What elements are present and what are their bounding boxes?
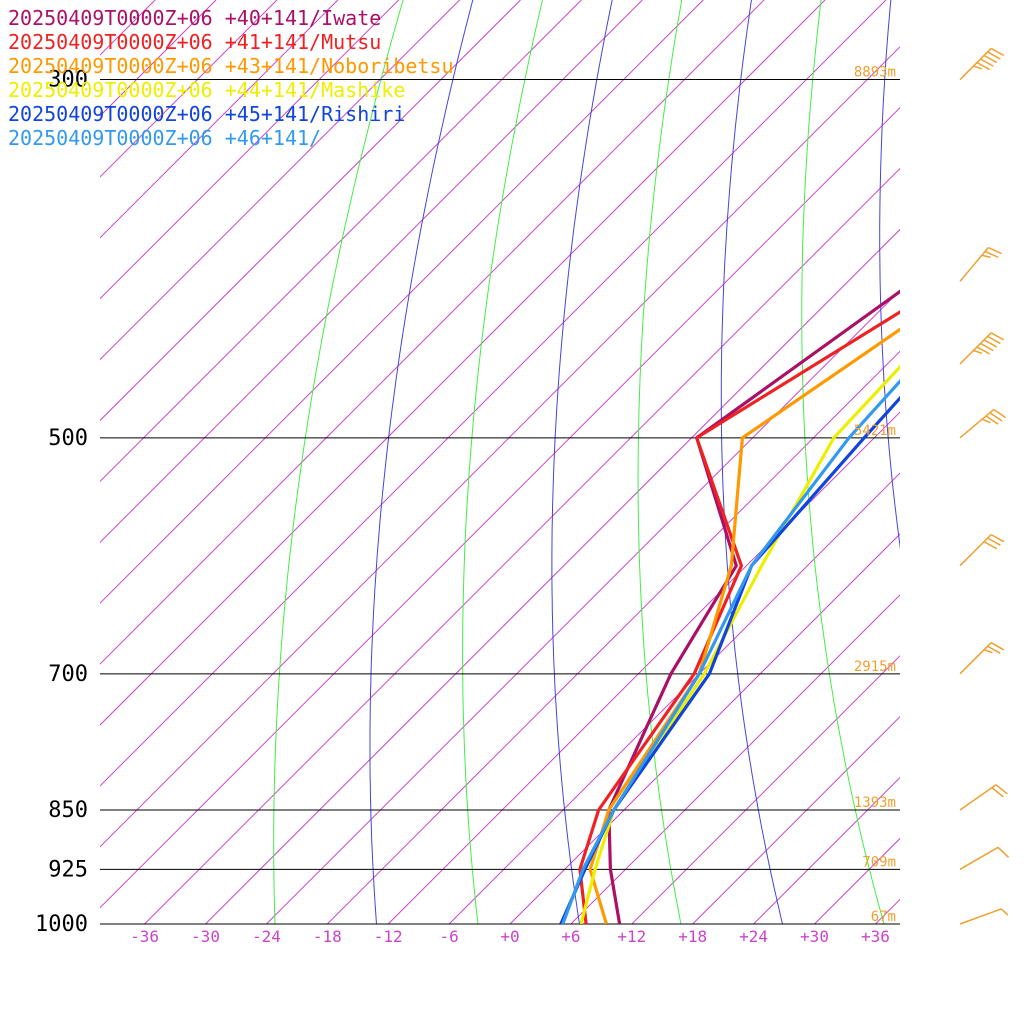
isotherm <box>326 350 900 924</box>
pressure-label: 500 <box>48 426 88 451</box>
pressure-label: 925 <box>48 857 88 882</box>
temp-tick-label: +0 <box>500 927 519 946</box>
legend-entry-mutsu: 20250409T0000Z+06 +41+141/Mutsu <box>8 30 382 54</box>
isotherm <box>100 0 582 483</box>
pressure-label: 1000 <box>35 912 88 937</box>
isotherm <box>100 0 460 361</box>
legend-entry-iwate: 20250409T0000Z+06 +40+141/Iwate <box>8 6 382 30</box>
profile-46-141 <box>561 378 900 924</box>
isotherm <box>509 533 900 924</box>
dry-adiabat <box>801 0 885 924</box>
wind-barb <box>959 908 1009 925</box>
temp-tick-label: +12 <box>617 927 646 946</box>
pressure-label: 850 <box>48 798 88 823</box>
profile-iwate <box>607 289 900 924</box>
temp-tick-label: -36 <box>130 927 159 946</box>
wind-barb <box>959 784 1008 811</box>
wind-barb <box>959 246 1002 282</box>
temp-tick-label: -6 <box>439 927 458 946</box>
wind-barb <box>959 408 1007 439</box>
dry-adiabat <box>462 0 544 924</box>
wind-barb <box>959 47 1005 81</box>
profile-noboribetsu <box>588 327 900 924</box>
temp-tick-label: +6 <box>561 927 580 946</box>
isotherm <box>387 411 900 924</box>
wind-barb <box>959 533 1005 567</box>
height-label: 5421m <box>854 423 896 439</box>
isotherm <box>100 0 826 726</box>
isotherm <box>448 472 900 924</box>
wind-barb <box>959 332 1005 365</box>
isotherm <box>144 167 900 924</box>
height-label: 2915m <box>854 659 896 675</box>
isotherm <box>100 0 704 604</box>
legend-entry-noboribetsu: 20250409T0000Z+06 +43+141/Noboribetsu <box>8 54 454 78</box>
dry-adiabat <box>637 0 683 924</box>
profile-rishiri <box>559 395 900 924</box>
wind-barb <box>959 846 1010 870</box>
legend: 20250409T0000Z+06 +40+141/Iwate 20250409… <box>8 6 454 150</box>
height-label: 67m <box>871 909 896 925</box>
isotherm <box>100 0 278 178</box>
temp-tick-label: +24 <box>739 927 768 946</box>
isotherm <box>631 655 900 924</box>
temp-tick-label: +18 <box>678 927 707 946</box>
pressure-label: 300 <box>48 68 88 93</box>
isotherm <box>100 0 339 239</box>
dry-adiabat <box>273 0 404 924</box>
isotherm <box>100 106 900 909</box>
isotherm <box>692 715 900 924</box>
axis-labels: 100150200250300500700850925100015870m132… <box>35 65 896 946</box>
dry-adiabat <box>955 0 1024 958</box>
isotherm <box>205 228 900 924</box>
isotherm <box>753 776 900 924</box>
dry-adiabat <box>369 0 474 924</box>
isotherm <box>266 289 900 924</box>
profile-mutsu <box>578 310 900 924</box>
wind-barbs <box>959 47 1010 925</box>
isotherm <box>100 46 900 848</box>
isobar-lines <box>100 79 900 925</box>
pressure-label: 700 <box>48 662 88 687</box>
isotherm <box>100 0 643 544</box>
temp-tick-label: -30 <box>191 927 220 946</box>
height-label: 8893m <box>854 65 896 81</box>
isotherm <box>100 0 521 422</box>
profile-mashike <box>579 364 900 924</box>
height-label: 1393m <box>854 795 896 811</box>
legend-entry-46-141: 20250409T0000Z+06 +46+141/ <box>8 126 322 150</box>
temp-tick-label: +30 <box>800 927 829 946</box>
temperature-profiles <box>559 289 900 924</box>
temp-tick-label: -12 <box>374 927 403 946</box>
isotherm <box>814 837 900 924</box>
temp-tick-label: +36 <box>861 927 890 946</box>
dry-adiabat <box>879 0 900 550</box>
height-label: 709m <box>862 854 896 870</box>
isotherm <box>875 898 900 924</box>
temp-tick-label: -18 <box>313 927 342 946</box>
isotherm <box>100 0 400 300</box>
temp-tick-label: -24 <box>252 927 281 946</box>
wind-barb <box>959 642 1005 675</box>
dry-adiabat-lines <box>273 0 1024 958</box>
dry-adiabat <box>720 0 784 924</box>
legend-entry-mashike: 20250409T0000Z+06 +44+141/Mashike <box>8 78 406 102</box>
legend-entry-rishiri: 20250409T0000Z+06 +45+141/Rishiri <box>8 102 406 126</box>
dry-adiabat <box>551 0 613 924</box>
isotherm <box>100 0 887 787</box>
isotherm <box>570 594 900 924</box>
